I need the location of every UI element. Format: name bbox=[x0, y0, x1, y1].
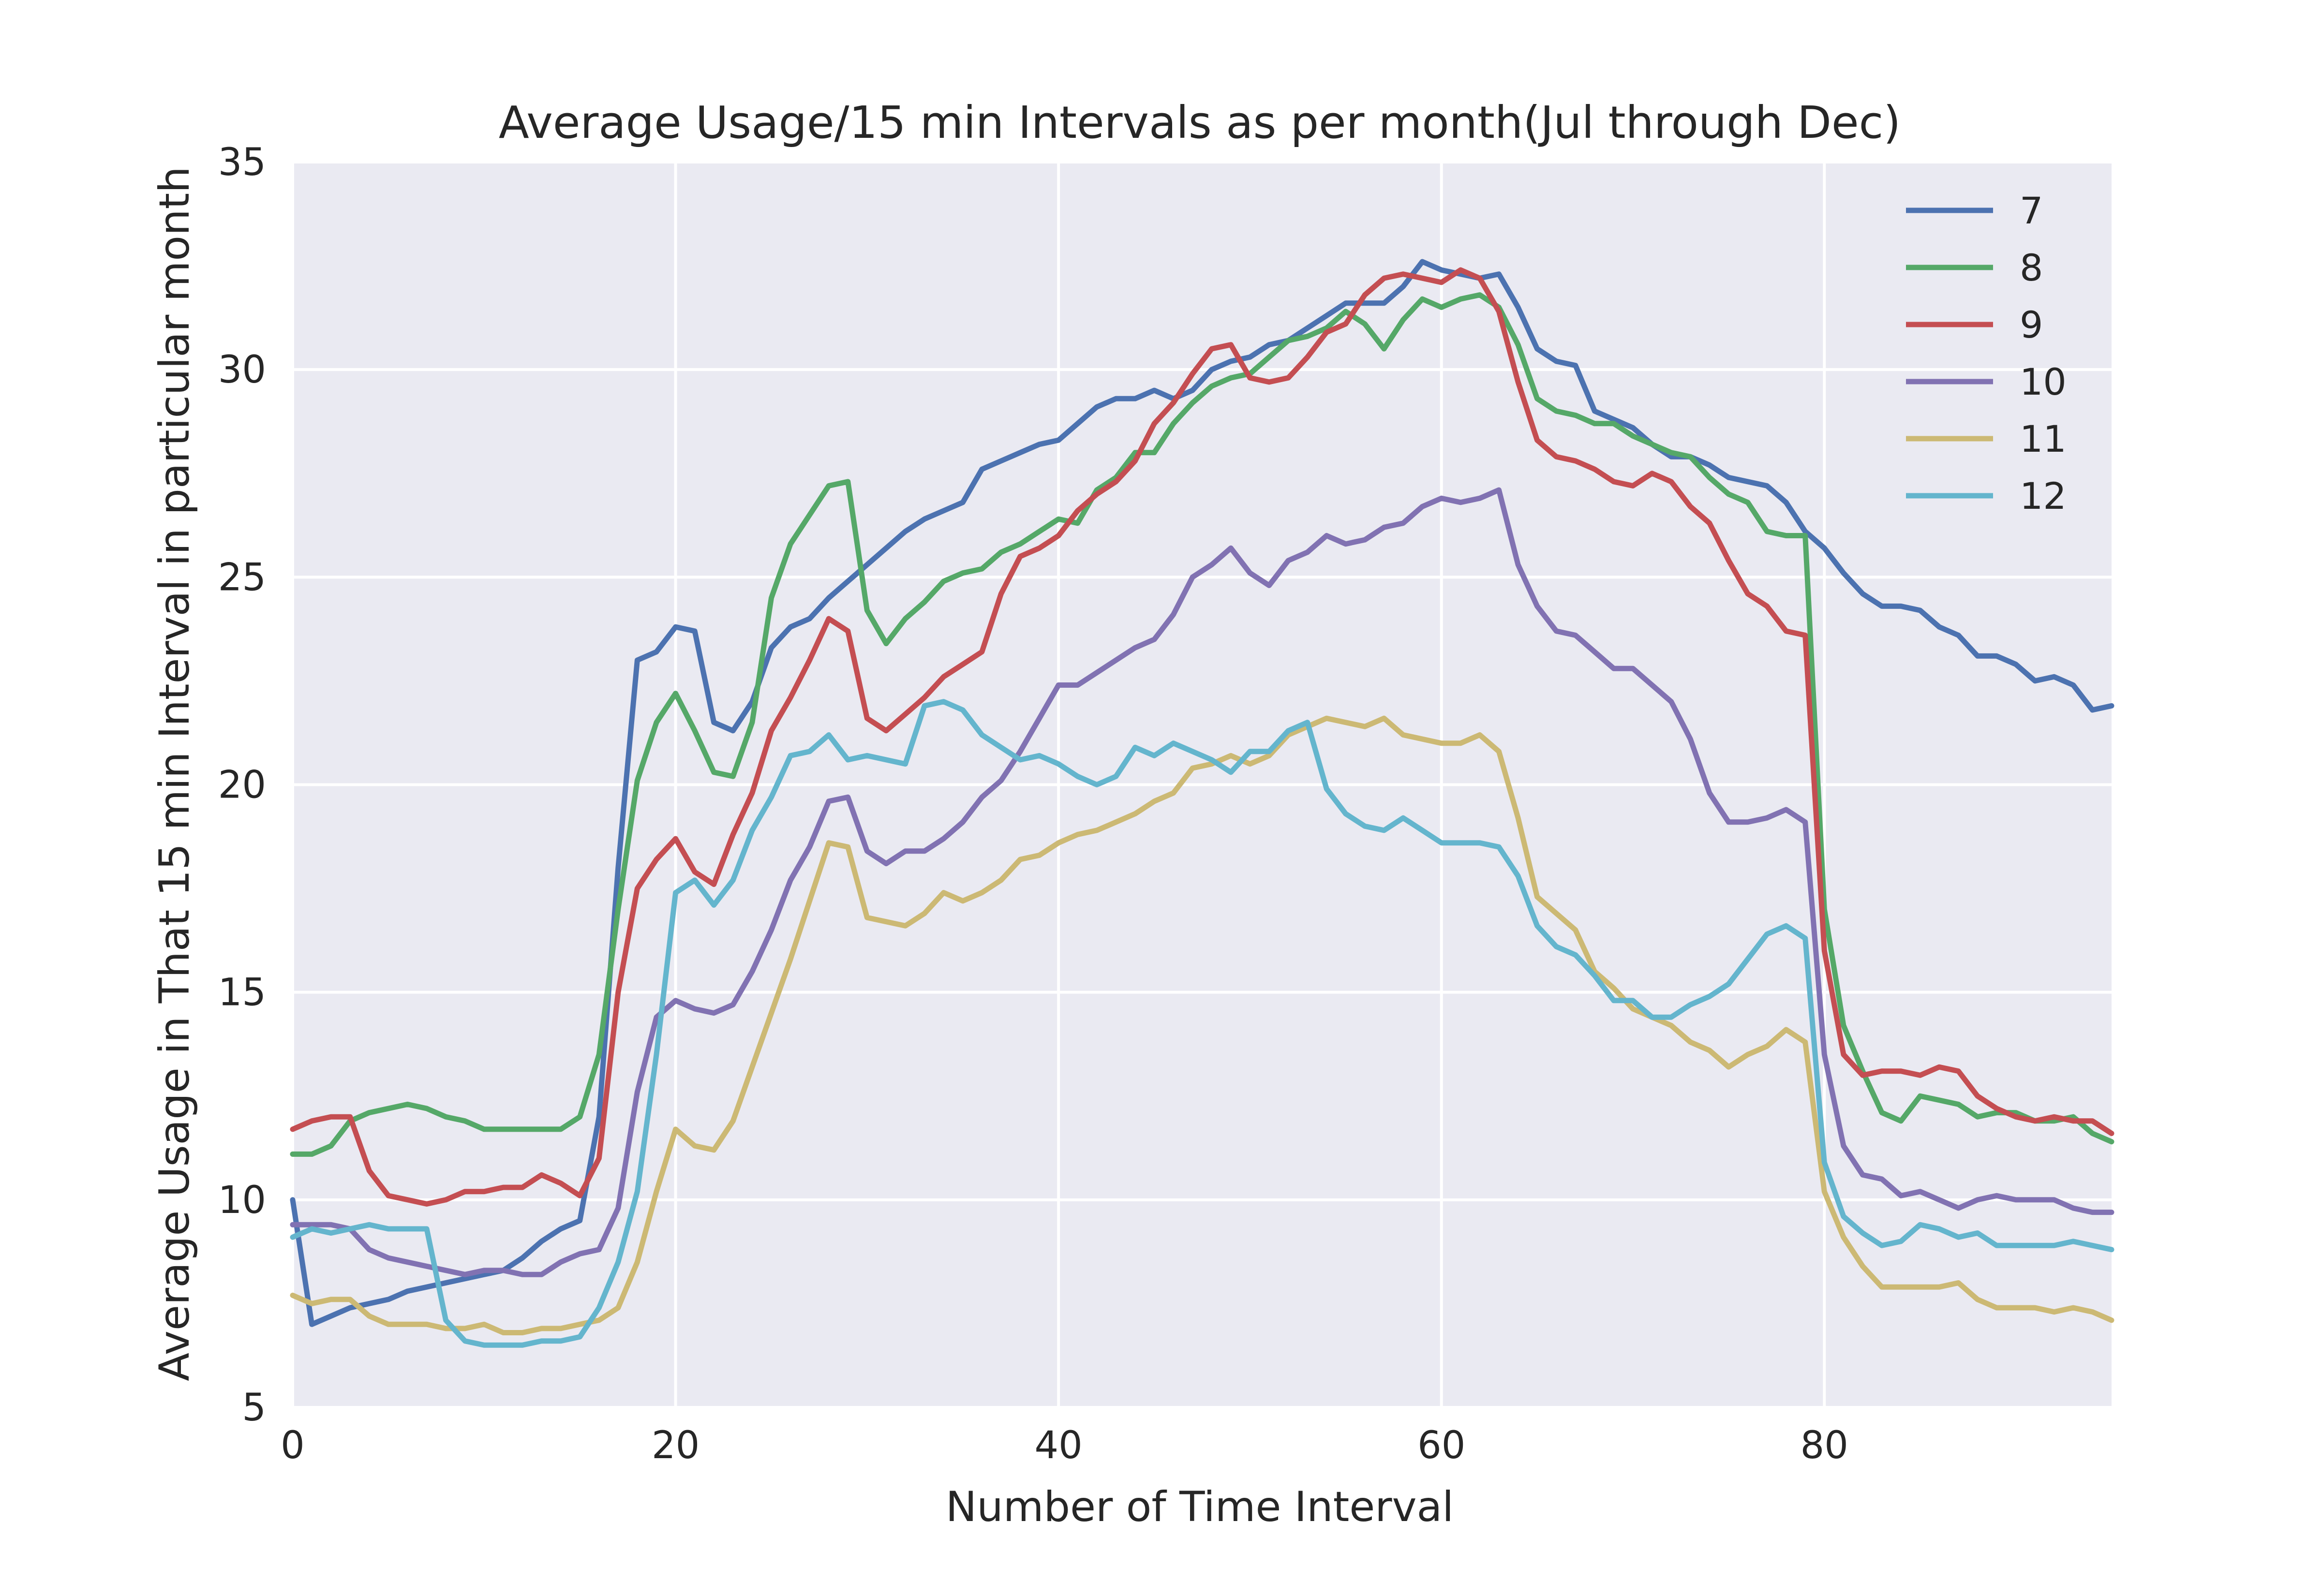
x-tick-label: 0 bbox=[281, 1424, 305, 1467]
legend-label-8: 8 bbox=[2020, 246, 2043, 289]
y-tick-label: 35 bbox=[218, 141, 266, 184]
x-axis-label: Number of Time Interval bbox=[946, 1483, 1454, 1531]
y-tick-label: 20 bbox=[218, 764, 266, 807]
legend-label-12: 12 bbox=[2020, 474, 2067, 517]
x-tick-label: 40 bbox=[1035, 1424, 1083, 1467]
axis-ticks: 0 20 40 60 80 5 10 15 20 25 30 35 bbox=[218, 141, 1848, 1467]
series-lines bbox=[290, 259, 2114, 1348]
y-tick-label: 15 bbox=[218, 971, 266, 1015]
x-tick-label: 20 bbox=[652, 1424, 700, 1467]
legend-label-11: 11 bbox=[2020, 417, 2067, 460]
series-line-12 bbox=[290, 699, 2114, 1348]
legend-label-7: 7 bbox=[2020, 189, 2043, 232]
series-line-8 bbox=[290, 292, 2114, 1157]
y-axis-label: Average Usage in That 15 min Interval in… bbox=[150, 166, 199, 1381]
legend-label-9: 9 bbox=[2020, 303, 2043, 346]
y-tick-label: 25 bbox=[218, 556, 266, 599]
series-line-7 bbox=[290, 259, 2114, 1327]
chart-title: Average Usage/15 min Intervals as per mo… bbox=[499, 97, 1901, 148]
series-line-10 bbox=[290, 487, 2114, 1277]
y-tick-label: 10 bbox=[218, 1179, 266, 1222]
series-line-9 bbox=[290, 267, 2114, 1207]
x-tick-label: 60 bbox=[1417, 1424, 1465, 1467]
y-tick-label: 30 bbox=[218, 348, 266, 392]
legend: 7 8 9 10 11 12 bbox=[1906, 189, 2067, 517]
legend-label-10: 10 bbox=[2020, 360, 2067, 403]
x-tick-label: 80 bbox=[1801, 1424, 1848, 1467]
series-line-11 bbox=[290, 715, 2114, 1335]
y-tick-label: 5 bbox=[242, 1386, 266, 1430]
